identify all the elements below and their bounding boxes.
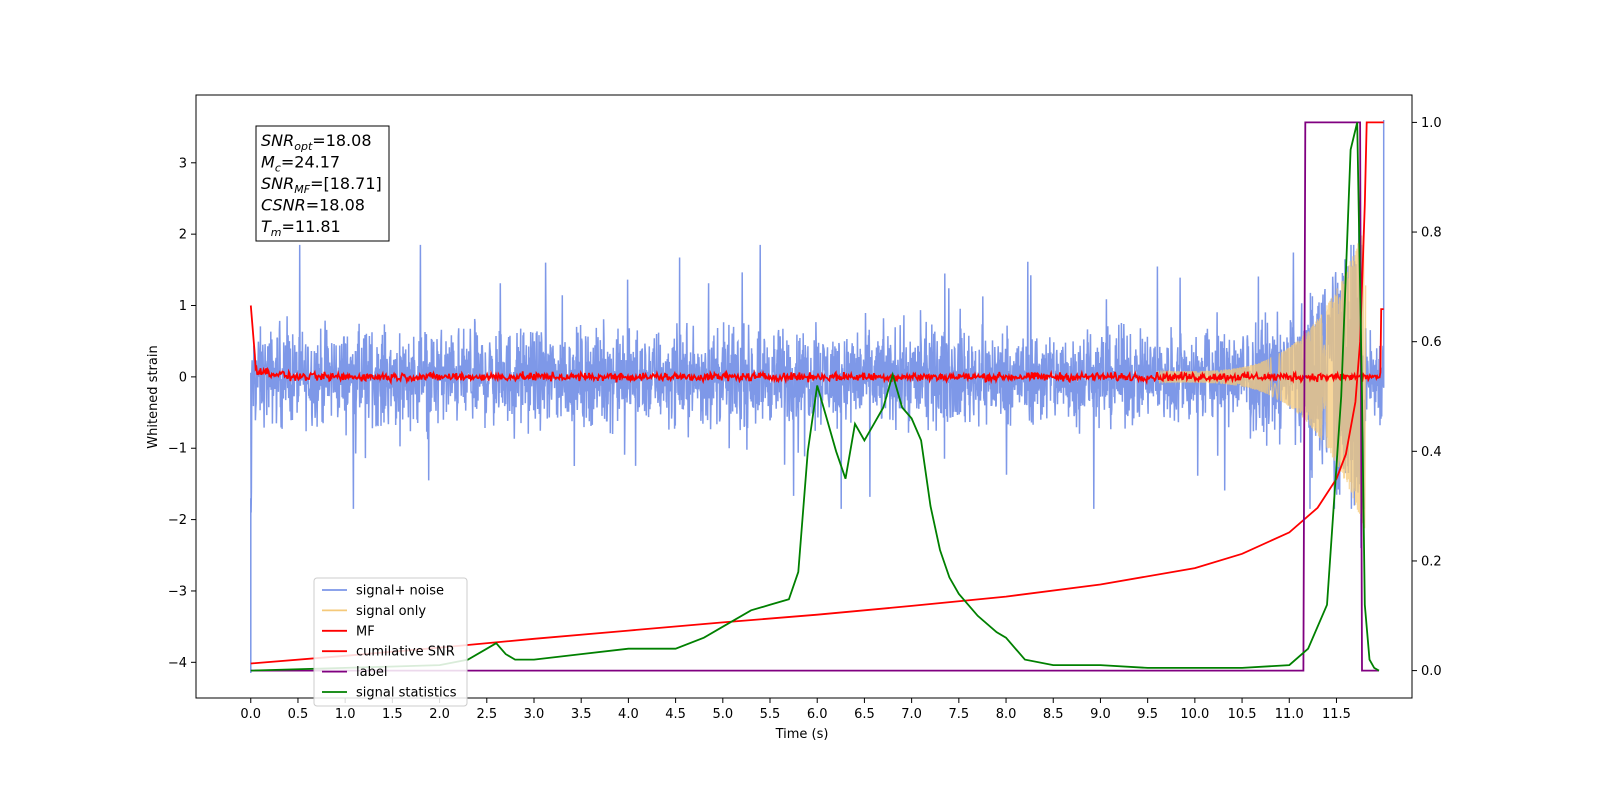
x-tick-label: 10.5 (1228, 707, 1257, 722)
x-tick-label: 3.0 (524, 707, 545, 722)
y-tick-label: −1 (168, 442, 187, 457)
annotation-line: CSNR=18.08 (261, 196, 365, 215)
y2-tick-label: 0.2 (1421, 554, 1442, 569)
y2-tick-label: 0.6 (1421, 335, 1442, 350)
annotation-box: SNRopt=18.08Mc=24.17SNRMF=[18.71]CSNR=18… (255, 125, 390, 242)
annotation-value: =24.17 (281, 153, 340, 172)
legend-label: signal statistics (356, 686, 457, 701)
x-axis: 0.0 0.5 1.0 1.5 2.0 2.5 3.0 3.5 4.0 4.5 5.0 5.5 6.0 6… (240, 698, 1351, 722)
annotation-symbol: SNR (261, 174, 294, 193)
annotation-line: SNRMF=[18.71] (261, 174, 382, 196)
x-tick-label: 1.5 (382, 707, 403, 722)
legend: signal+ noise signal only MF cumilative SNR… (313, 577, 468, 707)
chart-marks (249, 120, 1385, 673)
x-tick-label: 5.0 (712, 707, 733, 722)
y2-tick-label: 0.4 (1421, 445, 1442, 460)
annotation-subscript: m (271, 226, 282, 239)
x-tick-label: 4.5 (665, 707, 686, 722)
annotation-symbol: T (261, 217, 272, 236)
series-line-cumilative-snr (250, 121, 1384, 665)
legend-label: signal only (356, 604, 426, 619)
annotation-value: =18.08 (306, 196, 365, 215)
annotation-line: SNRopt=18.08 (261, 131, 372, 153)
y-axis-left: 3 2 1 0 −1 −2 −3 −4 (168, 156, 196, 671)
series-line-label (250, 121, 1379, 672)
x-tick-label: 6.0 (807, 707, 828, 722)
annotation-symbol: M (261, 153, 275, 172)
annotation-symbol: CSNR (261, 196, 306, 215)
x-tick-label: 2.5 (476, 707, 497, 722)
x-tick-label: 10.0 (1180, 707, 1209, 722)
y-tick-label: 0 (179, 370, 187, 385)
x-tick-label: 1.0 (335, 707, 356, 722)
legend-label: MF (356, 624, 375, 639)
x-tick-label: 2.0 (429, 707, 450, 722)
series-line-signal-only (1156, 230, 1367, 529)
y-tick-label: −2 (168, 513, 187, 528)
legend-label: signal+ noise (356, 584, 444, 599)
annotation-subscript: MF (294, 183, 310, 196)
x-tick-label: 4.0 (618, 707, 639, 722)
x-tick-label: 3.5 (571, 707, 592, 722)
x-tick-label: 9.5 (1137, 707, 1158, 722)
x-tick-label: 8.5 (1043, 707, 1064, 722)
x-tick-label: 9.0 (1090, 707, 1111, 722)
legend-label: label (356, 665, 387, 680)
legend-label: cumilative SNR (356, 645, 455, 660)
y-tick-label: 2 (179, 228, 187, 243)
annotation-subscript: c (275, 162, 281, 175)
x-tick-label: 11.0 (1275, 707, 1304, 722)
series-line-signal-statistics (250, 122, 1380, 672)
y2-tick-label: 0.0 (1421, 664, 1442, 679)
y-tick-label: 3 (179, 156, 187, 171)
x-tick-label: 11.5 (1322, 707, 1351, 722)
x-tick-label: 7.0 (901, 707, 922, 722)
y2-tick-label: 0.8 (1421, 226, 1442, 241)
y-axis-right: 1.0 0.8 0.6 0.4 0.2 0.0 (1412, 116, 1442, 679)
x-axis-label: Time (s) (775, 727, 829, 742)
x-tick-label: 7.5 (948, 707, 969, 722)
annotation-line: Tm=11.81 (261, 217, 341, 239)
x-tick-label: 6.5 (854, 707, 875, 722)
y-tick-label: −4 (168, 656, 187, 671)
x-tick-label: 8.0 (996, 707, 1017, 722)
legend-frame (313, 577, 468, 707)
y-tick-label: −3 (168, 584, 187, 599)
y-axis-label: Whitened strain (146, 345, 161, 448)
annotation-value: =[18.71] (310, 174, 382, 193)
annotation-value: =11.81 (282, 217, 341, 236)
y-tick-label: 1 (179, 299, 187, 314)
annotation-value: =18.08 (312, 131, 371, 150)
x-tick-label: 5.5 (760, 707, 781, 722)
annotation-subscript: opt (294, 140, 313, 153)
y2-tick-label: 1.0 (1421, 116, 1442, 131)
annotation-line: Mc=24.17 (261, 153, 340, 175)
plot-frame (195, 94, 1413, 699)
x-tick-label: 0.0 (240, 707, 261, 722)
series-line-mf (249, 305, 1384, 386)
annotation-symbol: SNR (261, 131, 294, 150)
annotation-frame (255, 125, 390, 242)
x-tick-label: 0.5 (288, 707, 309, 722)
